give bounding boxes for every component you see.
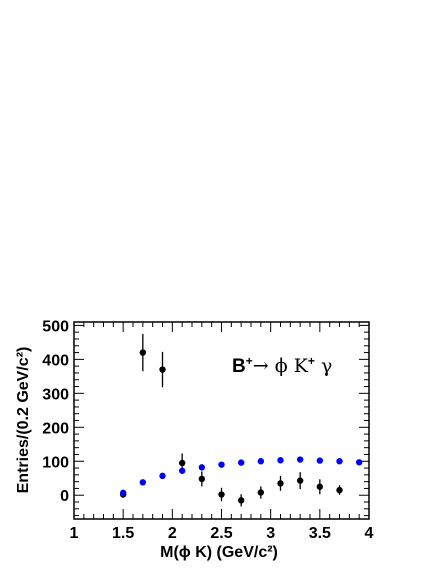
- data-point: [316, 457, 324, 464]
- annotation-part: γ: [315, 355, 332, 377]
- x-tick-label: 1: [70, 525, 79, 542]
- data-point: [336, 486, 343, 494]
- y-axis-label: Entries/(0.2 GeV/c²): [15, 347, 32, 494]
- data-point: [139, 479, 147, 486]
- data-point: [159, 366, 166, 373]
- y-tick-label: 400: [42, 352, 69, 369]
- chart-annotation: B+→ ϕ K+ γ: [232, 354, 332, 377]
- x-tick-label: 2: [168, 525, 177, 542]
- data-point: [277, 457, 284, 464]
- data-point: [178, 459, 186, 467]
- data-point: [198, 475, 206, 483]
- data-point: [139, 349, 147, 356]
- data-point: [257, 458, 265, 465]
- series-blue-points: [119, 456, 363, 497]
- data-point: [336, 458, 343, 465]
- y-tick-label: 300: [42, 386, 69, 403]
- data-point: [355, 459, 363, 466]
- data-point: [237, 459, 245, 466]
- data-point: [178, 467, 186, 474]
- data-point: [316, 483, 324, 490]
- data-point: [198, 464, 206, 471]
- x-axis-label: M(ϕ K) (GeV/c²): [160, 544, 278, 561]
- annotation-part: → ϕ K: [253, 355, 309, 377]
- y-tick-label: 100: [42, 454, 69, 471]
- data-point: [159, 472, 166, 480]
- x-tick-label: 3.5: [309, 525, 331, 542]
- data-point: [296, 477, 304, 484]
- y-tick-label: 0: [60, 488, 69, 505]
- x-tick-label: 1.5: [112, 525, 134, 542]
- x-tick-label: 2.5: [210, 525, 232, 542]
- annotation-part: B: [232, 356, 246, 377]
- data-point: [119, 489, 127, 497]
- x-tick-label: 3: [266, 525, 275, 542]
- y-tick-label: 200: [42, 420, 69, 437]
- data-point: [296, 456, 304, 463]
- data-point: [277, 480, 284, 487]
- data-point: [218, 461, 225, 468]
- y-tick-label: 500: [42, 318, 69, 335]
- annotation-part: +: [308, 354, 315, 368]
- data-point: [218, 491, 225, 498]
- x-tick-label: 4: [365, 525, 374, 542]
- annotation-part: +: [246, 354, 253, 368]
- data-point: [237, 497, 245, 504]
- data-point: [257, 489, 265, 496]
